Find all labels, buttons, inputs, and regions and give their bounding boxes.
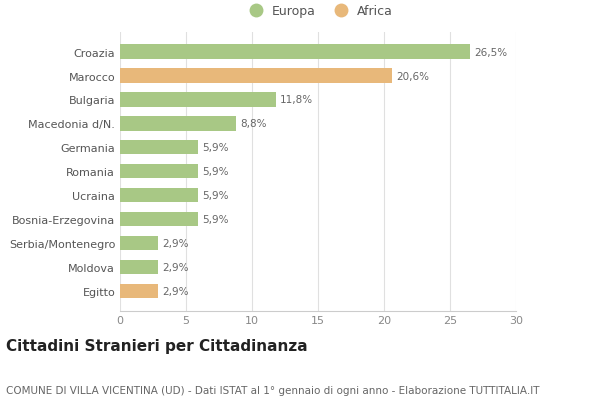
Bar bbox=[120, 260, 158, 274]
Text: Cittadini Stranieri per Cittadinanza: Cittadini Stranieri per Cittadinanza bbox=[6, 338, 308, 353]
Text: 26,5%: 26,5% bbox=[474, 47, 507, 58]
Text: 5,9%: 5,9% bbox=[202, 214, 229, 225]
Bar bbox=[120, 69, 392, 83]
Bar bbox=[120, 141, 198, 155]
Bar bbox=[120, 284, 158, 298]
Bar bbox=[120, 45, 470, 60]
Text: COMUNE DI VILLA VICENTINA (UD) - Dati ISTAT al 1° gennaio di ogni anno - Elabora: COMUNE DI VILLA VICENTINA (UD) - Dati IS… bbox=[6, 384, 539, 395]
Bar bbox=[120, 189, 198, 203]
Legend: Europa, Africa: Europa, Africa bbox=[241, 3, 395, 21]
Text: 11,8%: 11,8% bbox=[280, 95, 313, 105]
Text: 2,9%: 2,9% bbox=[162, 286, 189, 296]
Text: 20,6%: 20,6% bbox=[396, 72, 429, 81]
Bar bbox=[120, 117, 236, 131]
Bar bbox=[120, 236, 158, 250]
Bar bbox=[120, 212, 198, 227]
Text: 5,9%: 5,9% bbox=[202, 191, 229, 201]
Bar bbox=[120, 93, 276, 108]
Text: 5,9%: 5,9% bbox=[202, 143, 229, 153]
Text: 8,8%: 8,8% bbox=[240, 119, 266, 129]
Bar bbox=[120, 165, 198, 179]
Text: 5,9%: 5,9% bbox=[202, 167, 229, 177]
Text: 2,9%: 2,9% bbox=[162, 262, 189, 272]
Text: 2,9%: 2,9% bbox=[162, 238, 189, 248]
